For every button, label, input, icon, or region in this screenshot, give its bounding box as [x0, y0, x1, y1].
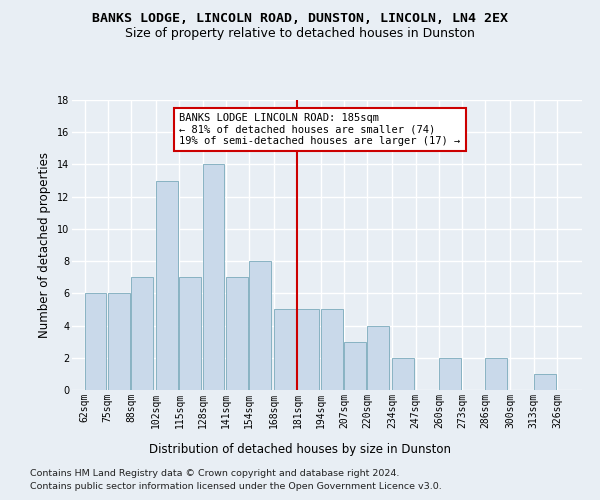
Bar: [533, 374, 556, 390]
Bar: [344, 342, 366, 390]
Bar: [298, 310, 319, 390]
Bar: [249, 261, 271, 390]
Text: BANKS LODGE LINCOLN ROAD: 185sqm
← 81% of detached houses are smaller (74)
19% o: BANKS LODGE LINCOLN ROAD: 185sqm ← 81% o…: [179, 113, 461, 146]
Bar: [226, 277, 248, 390]
Text: Distribution of detached houses by size in Dunston: Distribution of detached houses by size …: [149, 442, 451, 456]
Text: Contains public sector information licensed under the Open Government Licence v3: Contains public sector information licen…: [30, 482, 442, 491]
Bar: [274, 310, 296, 390]
Bar: [367, 326, 389, 390]
Bar: [203, 164, 224, 390]
Bar: [131, 277, 153, 390]
Text: BANKS LODGE, LINCOLN ROAD, DUNSTON, LINCOLN, LN4 2EX: BANKS LODGE, LINCOLN ROAD, DUNSTON, LINC…: [92, 12, 508, 26]
Bar: [321, 310, 343, 390]
Bar: [439, 358, 461, 390]
Bar: [85, 294, 106, 390]
Bar: [392, 358, 414, 390]
Text: Size of property relative to detached houses in Dunston: Size of property relative to detached ho…: [125, 28, 475, 40]
Bar: [485, 358, 507, 390]
Bar: [108, 294, 130, 390]
Bar: [179, 277, 201, 390]
Y-axis label: Number of detached properties: Number of detached properties: [38, 152, 51, 338]
Bar: [156, 180, 178, 390]
Text: Contains HM Land Registry data © Crown copyright and database right 2024.: Contains HM Land Registry data © Crown c…: [30, 468, 400, 477]
